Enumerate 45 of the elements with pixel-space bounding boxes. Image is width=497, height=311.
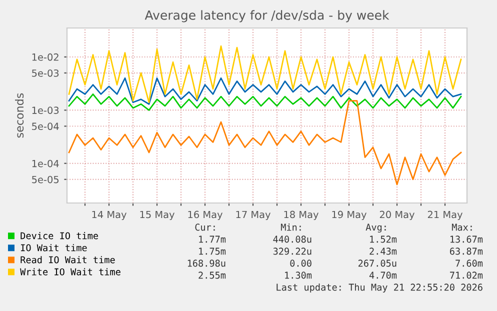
- text: Avg:: [366, 224, 386, 233]
- text: 71.02m: [450, 272, 483, 279]
- y-axis-title: seconds: [15, 93, 24, 138]
- text: 267.05u: [358, 260, 396, 267]
- text: Max:: [452, 224, 472, 231]
- text: 0.00: [290, 260, 312, 267]
- text: 2.43m: [370, 248, 397, 255]
- text: 1.30m: [285, 272, 312, 279]
- x-tick-label: 18 May: [284, 210, 318, 220]
- line-series: [68, 100, 462, 186]
- line-series: [68, 77, 462, 105]
- y-tick-label: 5e-04: [32, 122, 59, 130]
- x-tick-label: 14 May: [92, 210, 126, 220]
- x-tick-label: 16 May: [188, 210, 222, 220]
- text: 1.75m: [199, 248, 226, 255]
- legend-label: Read IO Wait time: [20, 256, 115, 264]
- text: 440.08u: [273, 236, 312, 243]
- y-tick-label: 1e-04: [32, 160, 59, 168]
- line-series: [68, 93, 462, 111]
- text: Min:: [280, 224, 301, 231]
- chart-title: Average latency for /dev/sda - by week: [144, 10, 390, 22]
- text: 7.60m: [456, 260, 483, 267]
- legend-label: Write IO Wait time: [20, 268, 120, 276]
- x-tick-label: 15 May: [140, 210, 174, 220]
- x-tick-label: 17 May: [236, 210, 270, 220]
- text: 63.87m: [450, 248, 483, 255]
- text: 4.70m: [369, 272, 397, 279]
- y-tick-label: 1e-03: [32, 106, 59, 114]
- line-series: [68, 45, 462, 104]
- legend-label: Device IO time: [20, 232, 98, 240]
- x-tick-label: 19 May: [332, 210, 366, 220]
- text: Last update: Thu May 21 22:55:20 2026: [276, 284, 482, 293]
- x-tick-label: 20 May: [380, 210, 414, 220]
- text: 1.77m: [199, 236, 226, 243]
- y-tick-label: 5e-03: [32, 69, 59, 77]
- x-tick-label: 21 May: [428, 210, 462, 220]
- y-tick-label: 5e-05: [32, 176, 59, 184]
- text: 2.55m: [198, 272, 226, 279]
- text: 168.98u: [188, 260, 226, 267]
- text: 1.52m: [370, 236, 397, 243]
- text: 329.22u: [273, 248, 312, 255]
- text: Cur:: [195, 224, 215, 231]
- legend-label: IO Wait time: [21, 244, 87, 252]
- y-tick-label: 1e-02: [32, 53, 58, 61]
- text: 13.67m: [450, 236, 483, 243]
